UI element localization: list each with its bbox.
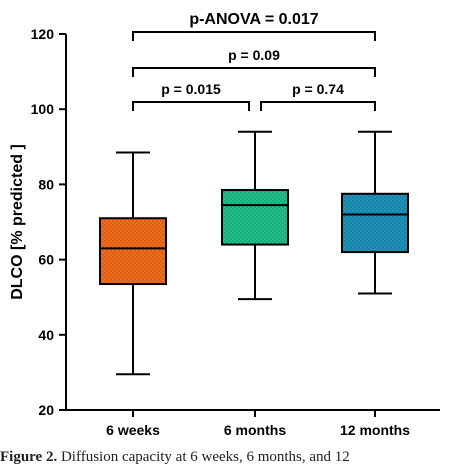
y-tick-label: 60 [38, 252, 54, 268]
box-plot-chart: 20 40 60 80 100 120 6 weeks 6 months 12 months p… [9, 11, 440, 438]
p-value-label: p = 0.09 [228, 47, 280, 63]
box-6-weeks [99, 151, 167, 376]
comparison-bracket: p = 0.74 [260, 81, 376, 111]
y-tick-label: 120 [31, 26, 55, 42]
box-12-months [341, 130, 409, 295]
bracket-line [260, 101, 376, 111]
p-value-label: p-ANOVA = 0.017 [189, 11, 318, 28]
iqr-box-texture [222, 190, 288, 245]
x-tick-label: 12 months [340, 422, 410, 438]
y-axis-label: DLCO [% predicted ] [9, 144, 26, 300]
y-tick-label: 20 [38, 402, 54, 418]
p-value-label: p = 0.74 [292, 81, 344, 97]
bracket-line [132, 101, 250, 111]
comparison-bracket: p = 0.09 [132, 47, 376, 77]
figure-caption: Figure 2. Diffusion capacity at 6 weeks,… [0, 449, 474, 469]
p-value-label: p = 0.015 [161, 81, 221, 97]
x-tick-label: 6 weeks [106, 422, 160, 438]
box-6-months [221, 130, 289, 301]
iqr-box-texture [342, 193, 408, 253]
comparison-bracket: p = 0.015 [132, 81, 250, 111]
y-tick-label: 100 [31, 101, 55, 117]
y-tick-label: 80 [38, 176, 54, 192]
comparison-bracket: p-ANOVA = 0.017 [132, 11, 376, 41]
caption-text: Diffusion capacity at 6 weeks, 6 months,… [60, 449, 350, 465]
caption-prefix: Figure 2. [0, 449, 58, 465]
bracket-line [132, 67, 376, 77]
x-tick-label: 6 months [224, 422, 286, 438]
bracket-line [132, 31, 376, 41]
iqr-box-texture [100, 218, 166, 285]
y-tick-label: 40 [38, 327, 54, 343]
